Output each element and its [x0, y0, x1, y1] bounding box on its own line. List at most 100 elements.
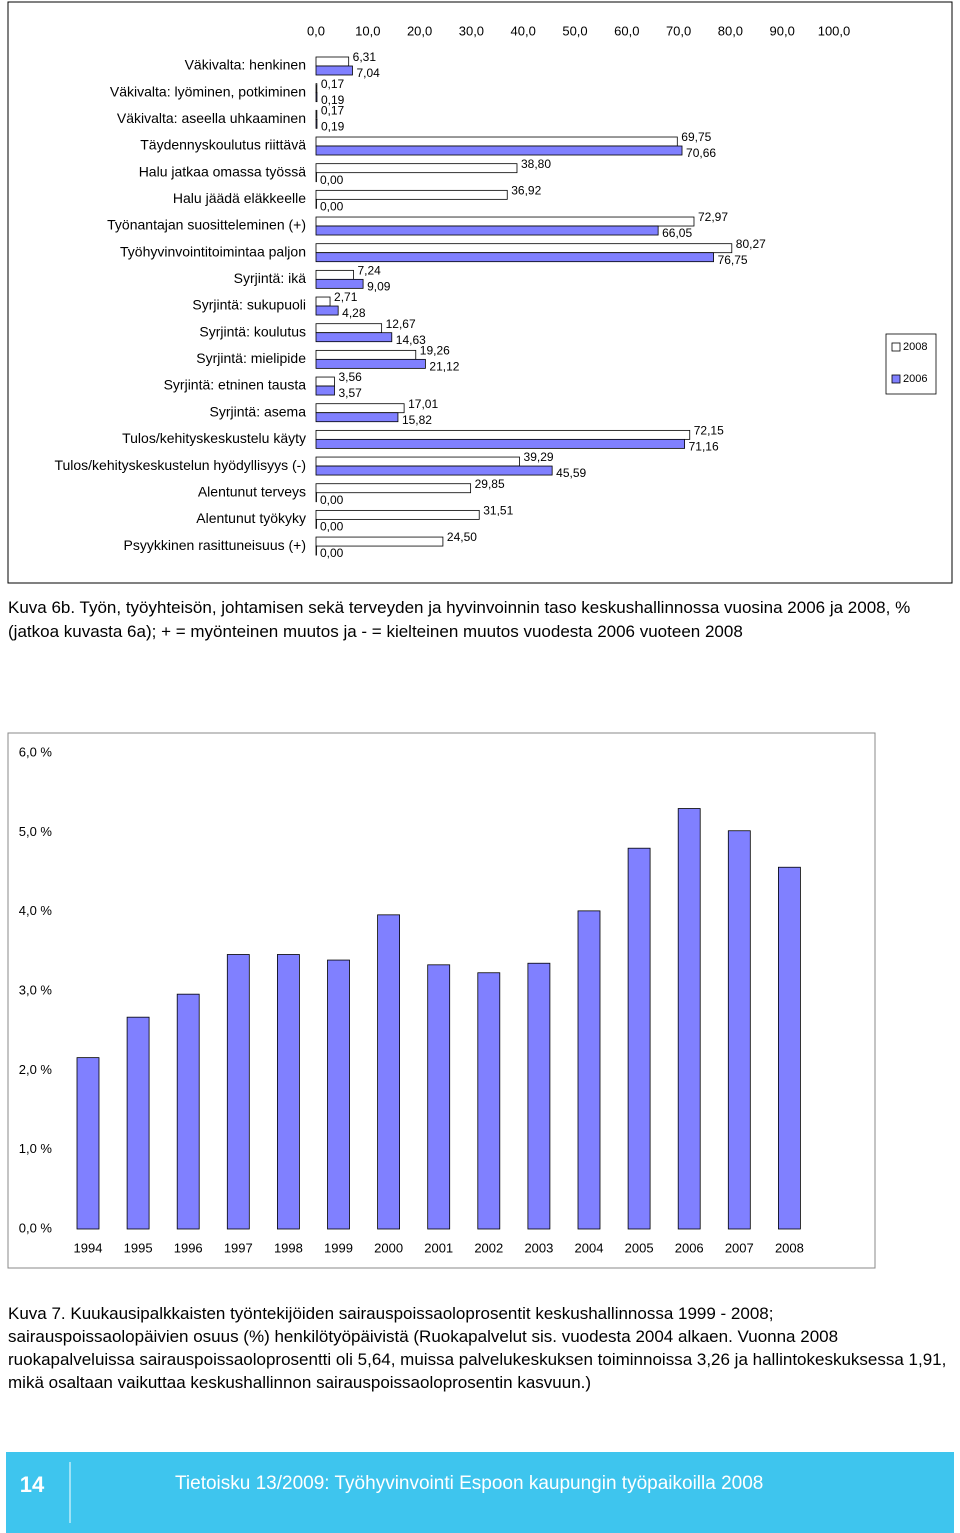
x-tick-label: 2001 — [424, 1240, 453, 1255]
bar — [315, 349, 417, 360]
x-tick-label: 0,0 — [307, 23, 325, 38]
bar — [126, 1016, 150, 1230]
bar — [315, 216, 695, 227]
y-tick-label: Syrjintä: koulutus — [199, 323, 306, 339]
bar — [315, 323, 383, 334]
bar — [315, 403, 405, 414]
x-tick-label: 90,0 — [770, 23, 795, 38]
bar — [315, 332, 393, 343]
y-tick-label: Alentunut terveys — [198, 483, 306, 499]
x-tick-label: 2002 — [474, 1240, 503, 1255]
x-tick-label: 2004 — [575, 1240, 604, 1255]
caption: Kuva 7. Kuukausipalkkaisten työntekijöid… — [8, 1304, 947, 1392]
data-label: 66,05 — [662, 226, 692, 240]
data-label: 24,50 — [447, 530, 477, 544]
y-tick-label: 0,0 % — [19, 1220, 53, 1235]
y-tick-label: Syrjintä: ikä — [234, 270, 307, 286]
data-label: 70,66 — [686, 146, 716, 160]
y-tick-label: Väkivalta: aseella uhkaaminen — [117, 110, 306, 126]
caption: Kuva 6b. Työn, työyhteisön, johtamisen s… — [8, 598, 911, 641]
y-tick-label: 4,0 % — [19, 903, 53, 918]
x-tick-label: 40,0 — [511, 23, 536, 38]
data-label: 31,51 — [483, 504, 513, 518]
bar — [315, 492, 317, 503]
bar — [315, 518, 317, 529]
data-label: 4,28 — [342, 306, 366, 320]
footer-band — [6, 1452, 954, 1533]
bar — [315, 145, 683, 156]
bar — [315, 163, 518, 174]
x-tick-label: 1995 — [124, 1240, 153, 1255]
bar — [315, 536, 444, 547]
bar — [315, 429, 691, 440]
data-label: 14,63 — [396, 333, 426, 347]
bar — [315, 465, 553, 476]
footer-title: Tietoisku 13/2009: Työhyvinvointi Espoon… — [175, 1473, 763, 1494]
bar — [315, 412, 399, 423]
data-label: 36,92 — [511, 184, 541, 198]
data-label: 38,80 — [521, 157, 551, 171]
x-tick-label: 1996 — [174, 1240, 203, 1255]
data-label: 0,19 — [321, 120, 345, 134]
bar — [315, 509, 480, 520]
page-number: 14 — [20, 1472, 45, 1497]
bar — [76, 1057, 100, 1230]
x-tick-label: 1994 — [74, 1240, 103, 1255]
data-label: 0,00 — [320, 493, 344, 507]
y-tick-label: Halu jatkaa omassa työssä — [139, 163, 307, 179]
bar — [226, 954, 250, 1230]
bar — [315, 483, 472, 494]
data-label: 71,16 — [689, 440, 719, 454]
x-tick-label: 70,0 — [666, 23, 691, 38]
x-tick-label: 1999 — [324, 1240, 353, 1255]
bar — [315, 65, 353, 76]
data-label: 0,00 — [320, 520, 344, 534]
x-tick-label: 30,0 — [459, 23, 484, 38]
bar — [377, 914, 401, 1230]
y-tick-label: Väkivalta: henkinen — [185, 57, 306, 73]
x-tick-label: 2005 — [625, 1240, 654, 1255]
data-label: 45,59 — [556, 466, 586, 480]
bar — [315, 172, 317, 183]
data-label: 7,04 — [356, 66, 380, 80]
bar — [315, 92, 318, 103]
y-tick-label: Työhyvinvointitoimintaa paljon — [120, 243, 306, 259]
x-tick-label: 2003 — [524, 1240, 553, 1255]
data-label: 0,00 — [320, 546, 344, 560]
data-label: 0,17 — [321, 104, 345, 118]
bar — [477, 972, 501, 1230]
bar — [176, 993, 200, 1230]
chart-frame — [7, 1, 953, 584]
y-tick-label: Täydennyskoulutus riittävä — [140, 137, 306, 153]
bar — [315, 305, 339, 316]
data-label: 9,09 — [367, 280, 391, 294]
bar — [315, 545, 317, 556]
y-tick-label: Syrjintä: etninen tausta — [164, 377, 307, 393]
data-label: 6,31 — [353, 50, 377, 64]
bar — [315, 136, 678, 147]
data-label: 2,71 — [334, 290, 358, 304]
data-label: 7,24 — [358, 264, 382, 278]
x-tick-label: 1997 — [224, 1240, 253, 1255]
y-tick-label: Alentunut työkyky — [196, 510, 306, 526]
y-tick-label: Halu jäädä eläkkeelle — [173, 190, 306, 206]
x-tick-label: 1998 — [274, 1240, 303, 1255]
data-label: 0,00 — [320, 200, 344, 214]
y-tick-label: Tulos/kehityskeskustelu käyty — [122, 430, 306, 446]
x-tick-label: 2008 — [775, 1240, 804, 1255]
bar — [427, 964, 451, 1230]
bar — [315, 243, 733, 254]
bar — [315, 56, 350, 67]
data-label: 3,57 — [338, 386, 362, 400]
data-label: 72,15 — [694, 424, 724, 438]
data-label: 19,26 — [420, 344, 450, 358]
data-label: 17,01 — [408, 397, 438, 411]
bar — [315, 252, 714, 263]
y-tick-label: 3,0 % — [19, 982, 53, 997]
data-label: 69,75 — [681, 130, 711, 144]
bar — [315, 118, 318, 129]
x-tick-label: 20,0 — [407, 23, 432, 38]
bar — [627, 847, 651, 1230]
